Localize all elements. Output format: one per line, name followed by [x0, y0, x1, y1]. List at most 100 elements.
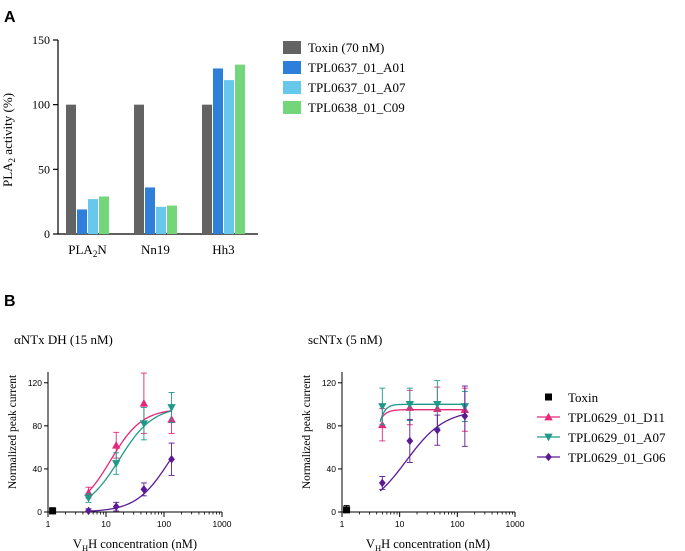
fit-curve	[86, 456, 173, 512]
bar	[99, 196, 109, 234]
data-point	[168, 455, 175, 464]
y-tick-label: 150	[32, 33, 50, 47]
y-tick-label: 50	[38, 162, 50, 176]
x-tick-label: 100	[157, 519, 171, 529]
legend-label: Toxin (70 nM)	[308, 40, 384, 55]
chart-title-scntx: scNTx (5 nM)	[308, 332, 382, 347]
antx-xlabel: VHH concentration (nM)	[73, 537, 197, 551]
x-tick-label-rest: N	[97, 242, 107, 257]
x-tick-label-main: Hh3	[212, 242, 234, 257]
data-point	[433, 425, 441, 435]
legend-label: TPL0629_01_A07	[568, 430, 666, 445]
bar	[235, 64, 245, 234]
legend-marker	[545, 452, 552, 462]
bar	[66, 104, 76, 235]
legend-swatch	[283, 81, 301, 94]
legend-label: TPL0637_01_A07	[308, 80, 406, 95]
ylabel-rest: activity (%)	[0, 93, 15, 158]
xlabel-rest: H concentration (nM)	[88, 537, 197, 551]
data-point	[405, 400, 415, 409]
legend-label: TPL0638_01_C09	[308, 100, 405, 115]
y-tick-label: 80	[33, 421, 43, 431]
x-tick-label: 1000	[213, 519, 232, 529]
data-point	[433, 400, 442, 409]
antx-points	[49, 372, 176, 516]
x-tick-label-main: PLA	[68, 242, 93, 257]
xlabel-subscript: H	[82, 543, 88, 551]
data-point	[461, 411, 469, 421]
xlabel-rest: H concentration (nM)	[381, 537, 490, 551]
x-tick-label: Hh3	[212, 242, 234, 257]
data-point	[112, 502, 120, 511]
x-tick-label: 10	[101, 519, 111, 529]
legend-swatch	[283, 61, 301, 74]
bar	[224, 80, 234, 235]
data-point	[85, 506, 92, 516]
data-point	[140, 485, 148, 494]
bar	[167, 205, 177, 234]
x-tick-label: 1000	[506, 519, 525, 529]
xlabel-main: V	[366, 537, 375, 551]
y-tick-label: 80	[327, 421, 337, 431]
x-tick-label: 10	[395, 519, 405, 529]
legend-marker	[545, 393, 552, 401]
data-point	[139, 399, 149, 407]
fit-curve	[379, 409, 466, 421]
y-tick-label: 0	[331, 507, 336, 517]
legend-marker	[544, 433, 553, 442]
bar	[134, 104, 144, 235]
panel-label-a: A	[4, 9, 16, 26]
xlabel-subscript: H	[375, 543, 381, 551]
bar	[145, 187, 155, 234]
data-point	[378, 478, 386, 488]
y-tick-label: 100	[32, 98, 50, 112]
legend-swatch	[283, 41, 301, 54]
bar	[88, 199, 98, 234]
y-tick-label: 120	[28, 378, 42, 388]
x-tick-label-main: Nn19	[141, 242, 170, 257]
x-tick-label-subscript: 2	[93, 249, 98, 259]
legend-label: TPL0629_01_D11	[568, 410, 665, 425]
fit-curve	[379, 403, 466, 423]
data-point	[378, 403, 387, 411]
data-point	[343, 506, 351, 514]
data-point	[49, 507, 57, 515]
scntx-points	[343, 380, 470, 514]
antx-ylabel: Normalized peak current	[7, 374, 19, 489]
fit-curve	[379, 413, 466, 492]
antx-fit-curves	[85, 410, 173, 512]
data-point	[139, 420, 149, 428]
scntx-xlabel: VHH concentration (nM)	[366, 537, 490, 551]
scntx-fit-curves	[379, 403, 466, 492]
data-point	[406, 436, 414, 446]
legend-swatch	[283, 101, 301, 114]
data-point	[84, 494, 93, 503]
bar-chart-bars	[66, 64, 245, 235]
y-tick-label: 120	[322, 378, 336, 388]
data-point	[112, 441, 121, 449]
data-point	[112, 460, 121, 468]
x-tick-label: Nn19	[141, 242, 170, 257]
dose-response-legend: Toxin TPL0629_01_D11 TPL0629_01_A07 TPL0629…	[537, 390, 666, 465]
x-tick-label: 100	[450, 519, 464, 529]
bar	[156, 206, 166, 234]
y-tick-label: 0	[44, 227, 50, 241]
fit-curve	[86, 410, 173, 500]
xlabel-main: V	[73, 537, 82, 551]
y-tick-label: 40	[327, 464, 337, 474]
chart-title-antx: αNTx DH (15 nM)	[14, 332, 113, 347]
legend-label: TPL0629_01_G06	[568, 450, 666, 465]
y-tick-label: 0	[37, 507, 42, 517]
bar-chart-ylabel: PLA2 activity (%)	[0, 93, 17, 187]
scntx-ylabel: Normalized peak current	[301, 374, 313, 489]
legend-label: TPL0637_01_A01	[308, 60, 406, 75]
ylabel-main: PLA	[0, 162, 15, 187]
bar	[202, 104, 212, 235]
data-point	[167, 404, 176, 412]
